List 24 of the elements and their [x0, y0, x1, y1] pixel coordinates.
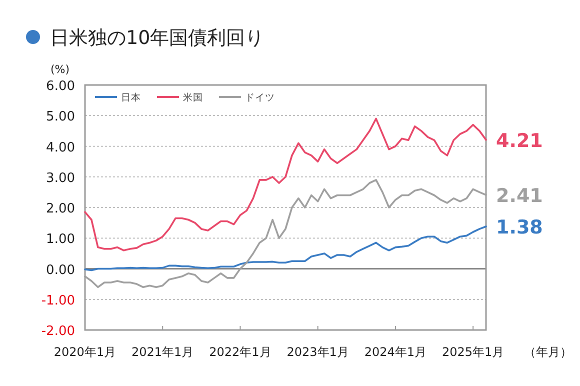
legend-label: ドイツ	[245, 92, 275, 104]
y-tick-label: 3.00	[46, 170, 75, 186]
annotation: 1.38	[496, 216, 543, 238]
y-tick-label: -2.00	[41, 324, 75, 339]
annotation: 2.41	[496, 184, 543, 207]
y-tick-label: -1.00	[41, 293, 75, 308]
legend-label: 米国	[183, 92, 203, 104]
legend-label: 日本	[121, 92, 141, 104]
chart-title: 日米独の10年国債利回り	[50, 27, 264, 49]
annotation: 4.21	[496, 130, 543, 152]
x-axis-title: （年月）	[524, 345, 572, 359]
y-tick-label: 6.00	[46, 79, 75, 94]
y-tick-label: 2.00	[46, 202, 75, 216]
y-tick-label: 0.00	[46, 262, 75, 278]
x-tick-label: 2021年1月	[132, 345, 194, 359]
x-tick-label: 2023年1月	[286, 345, 349, 359]
y-tick-label: 1.00	[46, 232, 75, 248]
x-tick-label: 2024年1月	[364, 345, 427, 359]
x-tick-label: 2020年1月	[54, 345, 116, 359]
y-tick-label: 5.00	[46, 110, 75, 125]
x-tick-label: 2025年1月	[442, 345, 504, 359]
y-axis-title: (%)	[50, 63, 70, 76]
x-tick-label: 2022年1月	[209, 345, 272, 359]
y-tick-label: 4.00	[46, 140, 75, 156]
